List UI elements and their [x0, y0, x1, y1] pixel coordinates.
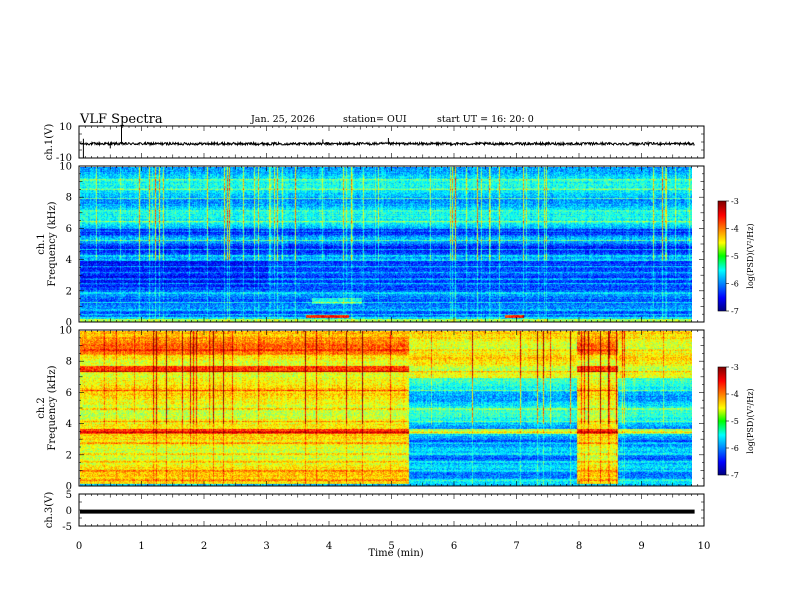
time-ticklabel: 2 [201, 541, 207, 552]
ch2-colorbar-ticklabels: -3 -4 -5 -6 -7 [726, 363, 739, 480]
frequency-ticklabel: 2 [66, 450, 72, 461]
frequency-ticklabel: 8 [66, 193, 72, 204]
time-axis-label: Time (min) [368, 548, 423, 559]
frequency-ticklabel: 0 [66, 482, 72, 493]
time-ticklabel: 3 [263, 541, 269, 552]
ylabel-line: ch.2 [36, 397, 47, 419]
frequency-ticklabel: 4 [66, 419, 72, 430]
colorbar-ticklabel: -7 [731, 307, 739, 316]
ch2-spectrogram-ylabel: ch.2Frequency (kHz) [36, 365, 58, 450]
time-ticklabel: 0 [76, 541, 82, 552]
time-ticklabel: 10 [698, 541, 711, 552]
frequency-ticklabel: 0 [66, 318, 72, 329]
colorbar-ticklabel: -4 [731, 390, 739, 399]
time-ticklabel: 5 [388, 541, 394, 552]
station-label: station= OUI [343, 114, 407, 125]
time-ticklabels: 0 1 2 3 4 5 6 7 8 9 10 [76, 541, 711, 552]
colorbar-ticklabel: -6 [731, 444, 739, 453]
colorbar-ticklabel: -5 [731, 252, 739, 261]
ch1-spectrogram-ticks [78, 165, 705, 323]
ch1-waveform-trace [79, 126, 695, 158]
ch1-ytick-top: 10 [59, 122, 72, 133]
ch2-spectrogram-panel: 0 2 4 6 8 10 ch.2Frequency (kHz) [36, 326, 705, 493]
colorbar-ticklabel: -5 [731, 417, 739, 426]
colorbar-ticklabel: -6 [731, 280, 739, 289]
time-ticklabel: 1 [138, 541, 144, 552]
colorbar-ticklabel: -3 [731, 363, 739, 372]
time-ticklabel: 6 [451, 541, 457, 552]
figure-title: VLF Spectra [79, 112, 163, 127]
ch1-spectrogram-ylabel-ch: ch.1Frequency (kHz) [36, 201, 58, 286]
frequency-ticklabel: 2 [66, 286, 72, 297]
ch1-ytick-bottom: -10 [56, 153, 72, 164]
ch2-frequency-ticklabels: 0 2 4 6 8 10 [59, 326, 72, 493]
frequency-ticklabel: 10 [59, 326, 72, 337]
ch3-waveform-panel: 5 0 -5 ch.3(V) [44, 490, 705, 533]
ch3-waveform-ylabel: ch.3(V) [44, 492, 55, 529]
colorbar-ticklabel: -7 [731, 471, 739, 480]
ch1-colorbar-scale [717, 200, 727, 312]
ch1-colorbar: -3 -4 -5 -6 -7 log(PSD)(V²/Hz) [717, 197, 755, 316]
start-time-label: start UT = 16: 20: 0 [437, 114, 534, 125]
ch1-spectrogram-panel: 0 2 4 6 8 10 ch.1Frequency (kHz) [36, 162, 705, 329]
ch1-waveform-panel: 10 -10 ch.1(V) [44, 122, 705, 164]
ch1-colorbar-ticklabels: -3 -4 -5 -6 -7 [726, 197, 739, 316]
colorbar-ticklabel: -3 [731, 197, 739, 206]
ch1-spectrogram-image [80, 167, 692, 322]
ch1-colorbar-label: log(PSD)(V²/Hz) [746, 223, 755, 288]
time-ticklabel: 7 [513, 541, 519, 552]
colorbar-ticklabel: -4 [731, 225, 739, 234]
ch3-waveform-ticks [78, 493, 705, 527]
frequency-ticklabel: 6 [66, 388, 72, 399]
time-ticklabel: 4 [326, 541, 332, 552]
ch1-waveform-ticks [78, 125, 705, 159]
ch2-spectrogram-image [80, 331, 692, 486]
date-label: Jan. 25, 2026 [250, 114, 315, 125]
frequency-ticklabel: 4 [66, 255, 72, 266]
ch2-spectrogram-ticks [78, 329, 705, 487]
ch3-ytick-top: 5 [66, 490, 72, 501]
ylabel-line: ch.1 [36, 233, 47, 255]
ylabel-line: Frequency (kHz) [47, 365, 58, 450]
ch2-colorbar-label: log(PSD)(V²/Hz) [746, 388, 755, 453]
ch1-frequency-ticklabels: 0 2 4 6 8 10 [59, 162, 72, 329]
ch3-ytick-mid: 0 [66, 506, 72, 517]
frequency-ticklabel: 10 [59, 162, 72, 173]
time-ticklabel: 8 [576, 541, 582, 552]
ch3-waveform-trace [80, 509, 695, 514]
time-ticklabel: 9 [638, 541, 644, 552]
frequency-ticklabel: 6 [66, 224, 72, 235]
ylabel-line: Frequency (kHz) [47, 201, 58, 286]
frequency-ticklabel: 8 [66, 357, 72, 368]
ch2-colorbar-scale [717, 366, 727, 476]
ch3-ytick-bottom: -5 [62, 522, 72, 533]
ch2-colorbar: -3 -4 -5 -6 -7 log(PSD)(V²/Hz) [717, 363, 755, 480]
ch1-waveform-ylabel: ch.1(V) [44, 124, 55, 161]
